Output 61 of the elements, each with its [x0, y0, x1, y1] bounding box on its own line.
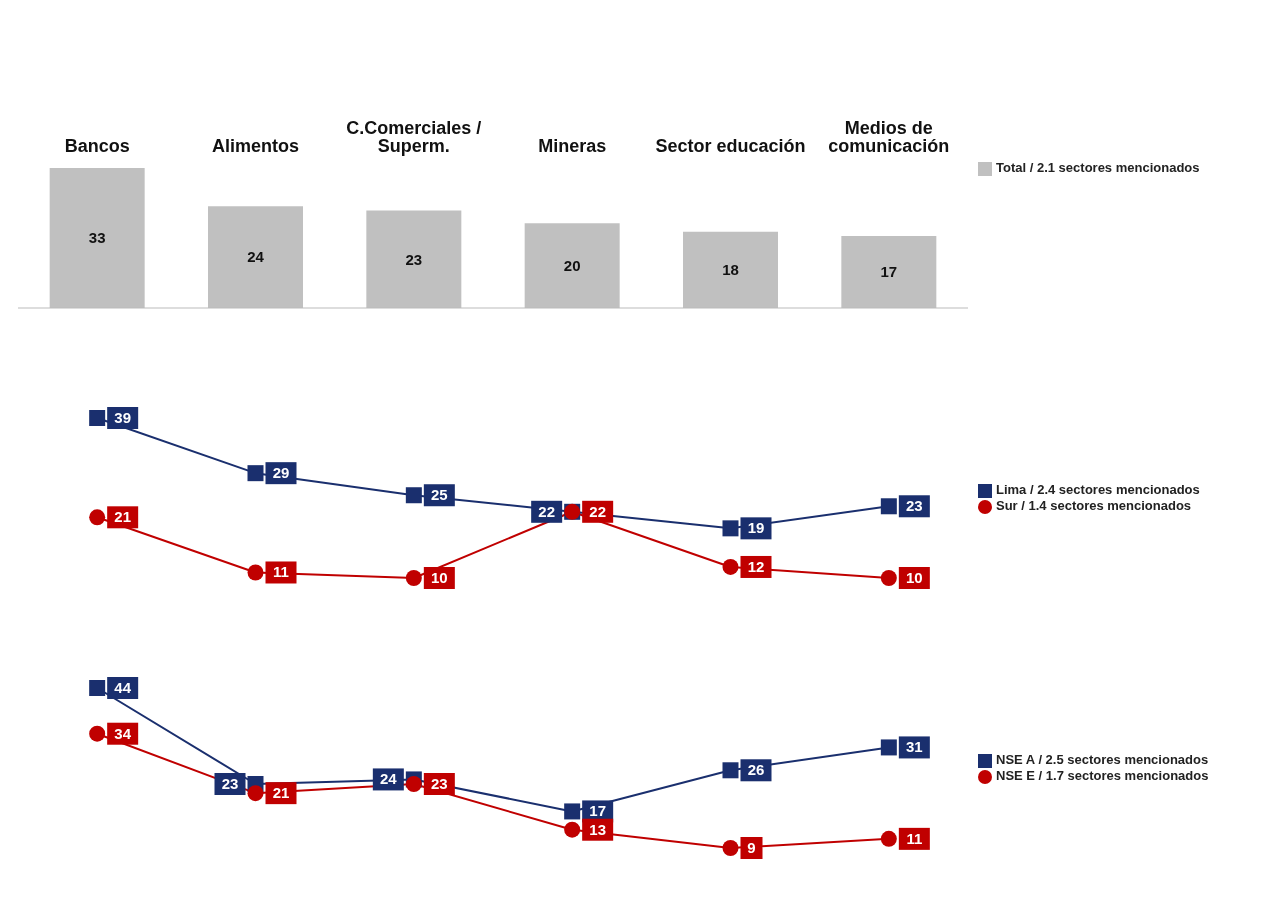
data-label: 12 [747, 557, 765, 575]
point [405, 776, 422, 792]
data-label: 39 [114, 409, 132, 426]
data-label: 19 [747, 519, 765, 537]
data-label: 10 [430, 569, 448, 586]
data-label: 10 [905, 569, 923, 586]
x-tick-label: Bancos [64, 136, 130, 156]
point [89, 680, 106, 696]
x-tick-label: Mineras [538, 136, 607, 156]
data-label: 22 [538, 502, 556, 520]
data-label: 33 [88, 229, 106, 247]
data-label: 11 [273, 563, 289, 581]
point [722, 762, 739, 779]
data-label: 24 [247, 248, 265, 266]
data-label: 22 [589, 502, 607, 520]
data-label: 11 [906, 829, 923, 847]
point [405, 487, 422, 504]
point [880, 739, 897, 756]
legend-label: NSE A / 2.5 sectores mencionados [996, 752, 1209, 768]
point [564, 803, 581, 820]
point [89, 410, 106, 426]
point [564, 821, 581, 838]
legend-label: Lima / 2.4 sectores mencionados [996, 482, 1200, 498]
x-tick-label: Sector educación [655, 136, 806, 156]
data-label: 17 [589, 802, 607, 820]
data-label: 31 [905, 738, 923, 756]
point [247, 785, 264, 802]
point [722, 840, 739, 856]
data-label: 25 [430, 486, 448, 504]
data-label: 34 [114, 724, 132, 742]
data-label: 13 [589, 820, 607, 838]
point [89, 509, 106, 526]
data-label: 23 [905, 497, 923, 515]
point [880, 498, 897, 515]
data-label: 24 [379, 770, 398, 788]
x-tick-label: C.Comerciales / Superm. [346, 118, 482, 156]
point [880, 570, 897, 586]
data-label: 21 [272, 784, 290, 802]
data-label: 26 [747, 761, 765, 779]
point [880, 830, 897, 847]
point [405, 570, 422, 586]
legend-label: NSE E / 1.7 sectores mencionados [996, 768, 1209, 783]
point [89, 725, 106, 742]
x-tick-label: Medios de comunicación [828, 118, 950, 156]
data-label: 18 [722, 261, 739, 279]
data-label: 29 [272, 464, 290, 482]
point [247, 465, 264, 482]
point [247, 564, 264, 581]
x-tick-label: Alimentos [211, 136, 300, 156]
legend-label: Total / 2.1 sectores mencionados [996, 160, 1200, 176]
data-label: 20 [563, 256, 581, 274]
data-label: 21 [114, 508, 132, 526]
point [722, 520, 739, 537]
data-label: 9 [747, 839, 756, 856]
data-label: 17 [880, 263, 898, 281]
data-label: 23 [430, 775, 448, 792]
data-label: 23 [221, 775, 239, 792]
point [722, 558, 739, 575]
data-label: 44 [114, 679, 132, 696]
data-label: 23 [405, 250, 423, 268]
legend-label: Sur / 1.4 sectores mencionados [996, 498, 1192, 513]
